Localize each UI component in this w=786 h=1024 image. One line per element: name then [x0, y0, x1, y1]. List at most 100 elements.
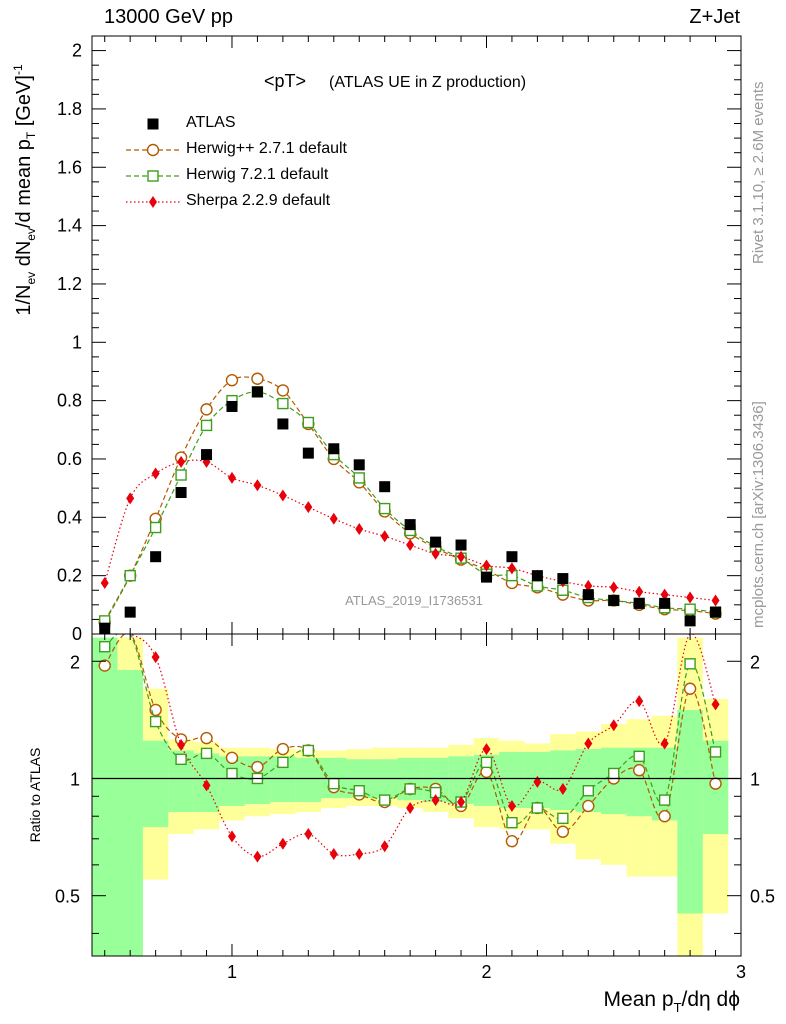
ratio-point [684, 658, 696, 670]
data-point [608, 594, 620, 606]
mcplots-reference-label: mcplots.cern.ch [arXiv:1306.3436] [750, 401, 767, 628]
data-point [431, 547, 440, 560]
data-point [225, 374, 239, 387]
y-tick-label: 0.2 [57, 566, 82, 586]
data-point [379, 481, 391, 493]
ratio-point [151, 651, 160, 664]
legend-entry-atlas: ATLAS [186, 114, 236, 132]
data-point [404, 519, 416, 531]
data-point [277, 397, 289, 410]
data-point [227, 471, 236, 484]
y-tick-label: 0 [72, 624, 82, 644]
ratio-band-green-bin [651, 747, 678, 821]
data-point [201, 449, 213, 461]
ratio-point [457, 796, 466, 809]
ratio-point [683, 682, 697, 695]
ratio-tick-label-right: 1 [750, 769, 760, 789]
ratio-tick-label-left: 2 [70, 652, 80, 672]
ratio-point [175, 753, 187, 766]
data-point [253, 479, 262, 492]
legend-glyph-sherpa-2-2-9-default [126, 196, 180, 208]
ratio-series-line [104, 634, 717, 825]
data-point [480, 571, 492, 583]
data-point [226, 400, 238, 412]
ratio-point [329, 847, 338, 860]
data-point [175, 469, 187, 481]
ratio-plot-frame [91, 633, 742, 957]
ratio-point [277, 756, 289, 769]
x-tick-label: 1 [227, 962, 237, 982]
y-tick-label: 2 [72, 41, 82, 61]
ratio-point [709, 777, 722, 790]
legend-entry-sherpa: Sherpa 2.2.9 default [186, 192, 330, 210]
x-axis-label: Mean pT/dη dϕ [604, 988, 740, 1015]
y-tick-label: 1.6 [57, 157, 82, 177]
y-tick-label: 0.4 [57, 507, 82, 527]
ratio-band-green-bin [499, 751, 525, 808]
ratio-tick-label-right: 2 [750, 652, 760, 672]
ratio-series-herwig-7-2-1-default [99, 634, 722, 829]
data-point [710, 606, 722, 618]
ratio-point [200, 731, 213, 745]
ratio-point [660, 737, 669, 750]
ratio-point [200, 747, 213, 760]
data-point [482, 559, 491, 572]
legend-label: ATLAS [186, 114, 236, 131]
ratio-band-green-bin [550, 750, 576, 810]
data-point [531, 570, 543, 582]
ratio-point [149, 715, 162, 728]
data-point [304, 501, 313, 514]
data-point [149, 521, 162, 534]
ratio-point [202, 779, 211, 792]
legend-marker [146, 143, 160, 157]
ratio-band-green-bin [117, 669, 143, 956]
y-axis-label: 1/Nev dNev/d mean pT [GeV]-1 [11, 64, 38, 316]
header-process-label: Z+Jet [689, 6, 740, 28]
ratio-point [505, 835, 519, 848]
legend-marker [149, 196, 157, 208]
ratio-point [328, 777, 340, 790]
data-point [684, 603, 696, 615]
chart-title: <pT> [264, 71, 306, 91]
data-point [177, 455, 186, 468]
legend-glyph-herwig-7-2-1-default [126, 170, 180, 182]
data-point [200, 403, 213, 416]
data-point [200, 419, 213, 432]
ratio-point [711, 698, 720, 711]
data-point [151, 467, 160, 480]
ratio-plot-layer [92, 634, 729, 956]
ratio-point [278, 837, 287, 850]
data-point [506, 551, 518, 563]
ratio-point [507, 799, 516, 812]
legend-label: Sherpa 2.2.9 default [186, 192, 331, 209]
ratio-point [557, 812, 569, 825]
data-point [278, 489, 287, 502]
data-point [126, 492, 135, 505]
data-point [686, 591, 695, 604]
ratio-band-green-bin [295, 757, 322, 803]
data-point [457, 550, 466, 563]
ratio-tick-label-right: 0.5 [750, 887, 775, 907]
ratio-point [558, 782, 567, 795]
data-point [329, 512, 338, 525]
y-tick-label: 1.8 [57, 99, 82, 119]
ratio-point [556, 825, 570, 838]
data-point [635, 585, 644, 598]
y-tick-label: 0.6 [57, 449, 82, 469]
y-tick-label: 0.8 [57, 391, 82, 411]
data-point [276, 384, 290, 397]
data-point [633, 597, 645, 609]
ratio-tick-label-left: 1 [70, 769, 80, 789]
ratio-point [378, 794, 391, 806]
ratio-point [380, 840, 389, 853]
ratio-point [355, 847, 364, 860]
ratio-band-green-bin [677, 709, 703, 914]
ratio-point [406, 801, 415, 814]
ratio-point [506, 816, 518, 829]
legend-label: Herwig 7.2.1 default [186, 166, 329, 183]
data-point [328, 443, 340, 455]
ratio-y-axis-label: Ratio to ATLAS [27, 748, 43, 843]
data-point [557, 573, 569, 585]
ratio-tick-label-left: 0.5 [55, 887, 80, 907]
